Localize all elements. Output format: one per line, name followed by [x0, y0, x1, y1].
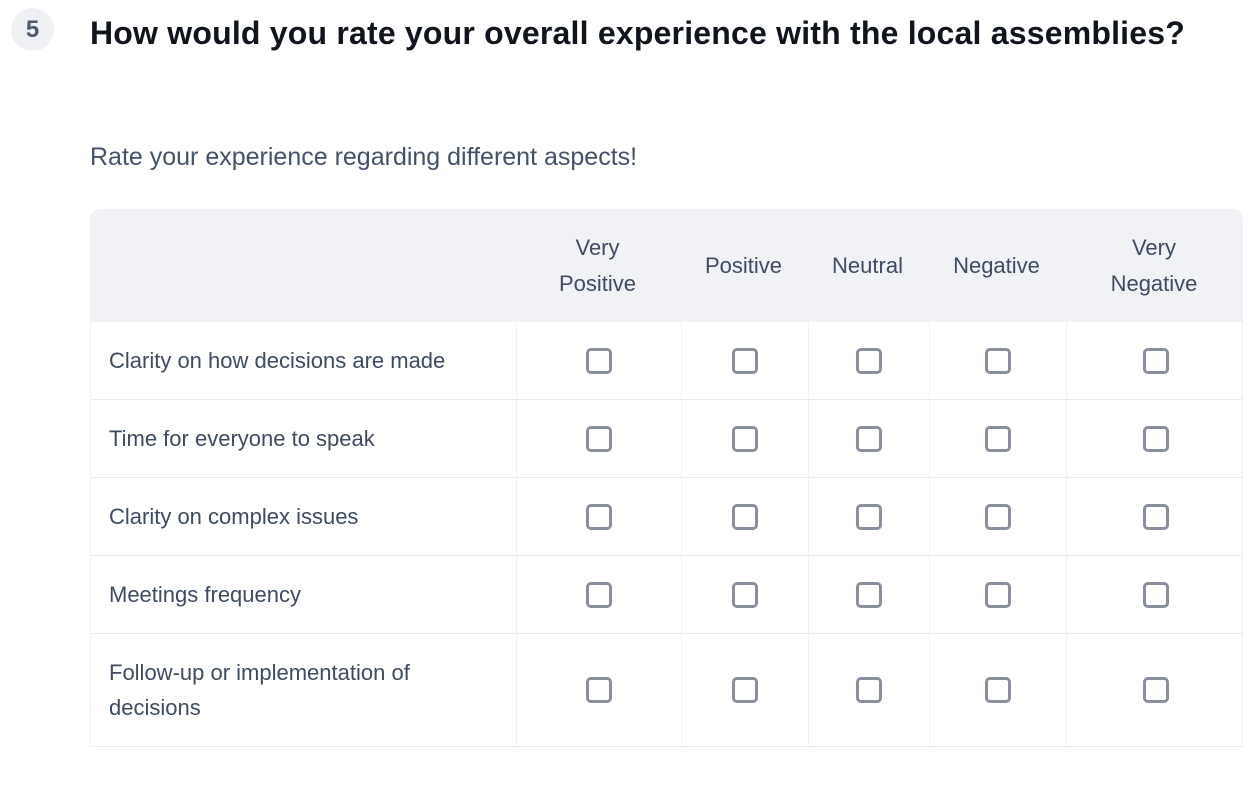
checkbox-row1-very-positive[interactable]	[586, 347, 612, 374]
matrix-row-time-to-speak: Time for everyone to speak	[90, 400, 1243, 478]
column-header-label: Very Positive	[558, 234, 637, 296]
question-number: 5	[25, 15, 40, 43]
checkbox-row4-neutral[interactable]	[856, 581, 882, 608]
option-cell	[929, 322, 1066, 399]
checkbox-row5-negative[interactable]	[985, 677, 1011, 703]
column-header-label: Negative	[953, 252, 1040, 278]
column-header-very-negative: Very Negative	[1065, 209, 1243, 322]
checkbox-row4-negative[interactable]	[985, 581, 1011, 608]
column-header-negative: Negative	[928, 209, 1065, 322]
option-cell	[1066, 634, 1244, 746]
checkbox-row1-negative[interactable]	[985, 347, 1011, 374]
matrix-row-follow-up: Follow-up or implementation of decisions	[90, 634, 1243, 747]
option-cell	[516, 634, 681, 746]
checkbox-row1-very-negative[interactable]	[1142, 347, 1169, 374]
rating-matrix: Very Positive Positive Neutral Negative …	[90, 209, 1243, 747]
option-cell	[516, 400, 681, 477]
option-cell	[808, 556, 929, 633]
checkbox-row5-very-negative[interactable]	[1142, 677, 1169, 703]
checkbox-row3-positive[interactable]	[732, 503, 758, 530]
column-header-very-positive: Very Positive	[515, 209, 680, 322]
option-cell	[516, 478, 681, 555]
option-cell	[1066, 556, 1244, 633]
option-cell	[681, 478, 808, 555]
checkbox-row2-negative[interactable]	[985, 425, 1011, 452]
checkbox-row5-neutral[interactable]	[856, 677, 882, 703]
column-header-positive: Positive	[680, 209, 807, 322]
option-cell	[681, 400, 808, 477]
option-cell	[1066, 400, 1244, 477]
matrix-header-row: Very Positive Positive Neutral Negative …	[90, 209, 1243, 322]
checkbox-row2-positive[interactable]	[732, 425, 758, 452]
checkbox-row4-very-positive[interactable]	[586, 581, 612, 608]
checkbox-row2-very-positive[interactable]	[586, 425, 612, 452]
checkbox-row5-positive[interactable]	[732, 677, 758, 703]
option-cell	[681, 322, 808, 399]
option-cell	[808, 478, 929, 555]
row-label: Meetings frequency	[109, 582, 301, 607]
checkbox-row1-positive[interactable]	[732, 347, 758, 374]
checkbox-row3-negative[interactable]	[985, 503, 1011, 530]
question-title: How would you rate your overall experien…	[90, 15, 1186, 51]
matrix-row-complex-issues: Clarity on complex issues	[90, 478, 1243, 556]
option-cell	[1066, 478, 1244, 555]
header-spacer-cell	[90, 209, 515, 322]
option-cell	[808, 322, 929, 399]
checkbox-row3-neutral[interactable]	[856, 503, 882, 530]
option-cell	[929, 634, 1066, 746]
column-header-label: Neutral	[832, 252, 903, 278]
checkbox-row3-very-positive[interactable]	[586, 503, 612, 530]
option-cell	[929, 478, 1066, 555]
option-cell	[929, 400, 1066, 477]
option-cell	[516, 322, 681, 399]
option-cell	[516, 556, 681, 633]
option-cell	[1066, 322, 1244, 399]
row-label: Time for everyone to speak	[109, 426, 375, 451]
row-label: Clarity on how decisions are made	[109, 348, 446, 373]
checkbox-row4-positive[interactable]	[732, 581, 758, 608]
option-cell	[681, 556, 808, 633]
checkbox-row2-very-negative[interactable]	[1142, 425, 1169, 452]
row-label: Follow-up or implementation of decisions	[109, 660, 410, 720]
option-cell	[808, 634, 929, 746]
option-cell	[808, 400, 929, 477]
checkbox-row2-neutral[interactable]	[856, 425, 882, 452]
column-header-label: Very Negative	[1110, 234, 1198, 296]
checkbox-row3-very-negative[interactable]	[1142, 503, 1169, 530]
column-header-neutral: Neutral	[807, 209, 928, 322]
option-cell	[681, 634, 808, 746]
checkbox-row5-very-positive[interactable]	[586, 677, 612, 703]
matrix-row-meetings-frequency: Meetings frequency	[90, 556, 1243, 634]
checkbox-row1-neutral[interactable]	[856, 347, 882, 374]
checkbox-row4-very-negative[interactable]	[1142, 581, 1169, 608]
option-cell	[929, 556, 1066, 633]
row-label: Clarity on complex issues	[109, 504, 359, 529]
question-number-badge: 5	[11, 8, 54, 51]
matrix-row-clarity-decisions: Clarity on how decisions are made	[90, 322, 1243, 400]
question-subtitle: Rate your experience regarding different…	[90, 143, 638, 171]
column-header-label: Positive	[704, 252, 783, 278]
